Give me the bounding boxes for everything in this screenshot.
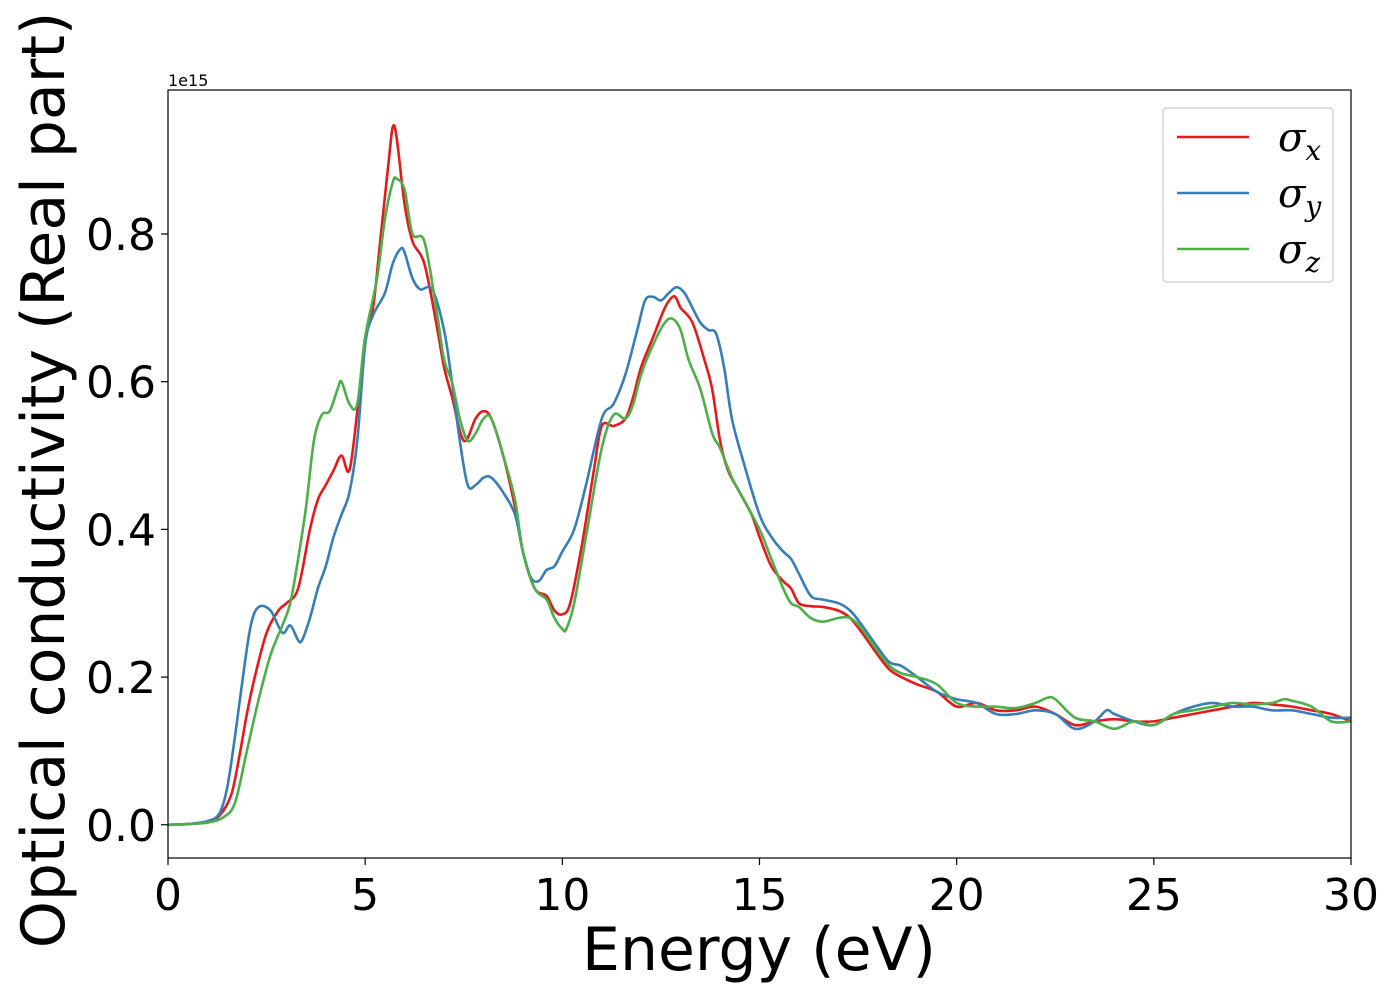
- x-tick-label: 15: [732, 870, 788, 921]
- x-tick-label: 25: [1126, 870, 1182, 921]
- x-tick-label: 30: [1323, 870, 1379, 921]
- legend-label-y: σy: [1278, 171, 1322, 223]
- x-tick-label: 5: [351, 870, 379, 921]
- x-tick-label: 10: [534, 870, 590, 921]
- legend-label-z: σz: [1278, 227, 1320, 279]
- y-tick-label: 0.4: [86, 505, 156, 556]
- x-ticks: 0 5 10 15 20 25 30: [154, 858, 1379, 921]
- series-line-x: [168, 123, 1351, 827]
- x-tick-label: 20: [929, 870, 985, 921]
- series-line-z: [168, 176, 1351, 827]
- x-tick-label: 0: [154, 870, 182, 921]
- legend-frame: [1162, 107, 1334, 283]
- y-tick-label: 0.2: [86, 653, 156, 704]
- y-tick-label: 0.0: [86, 801, 156, 852]
- series-layer: [168, 123, 1351, 827]
- y-tick-label: 0.8: [86, 210, 156, 261]
- y-offset-label: 1e15: [168, 71, 208, 90]
- x-axis-title: Energy (eV): [582, 915, 936, 985]
- y-ticks: 0.0 0.2 0.4 0.6 0.8: [86, 210, 168, 852]
- y-axis-title: Optical conductivity (Real part): [9, 12, 79, 949]
- series-line-y: [168, 246, 1351, 827]
- legend-label-x: σx: [1278, 115, 1321, 167]
- y-tick-label: 0.6: [86, 358, 156, 409]
